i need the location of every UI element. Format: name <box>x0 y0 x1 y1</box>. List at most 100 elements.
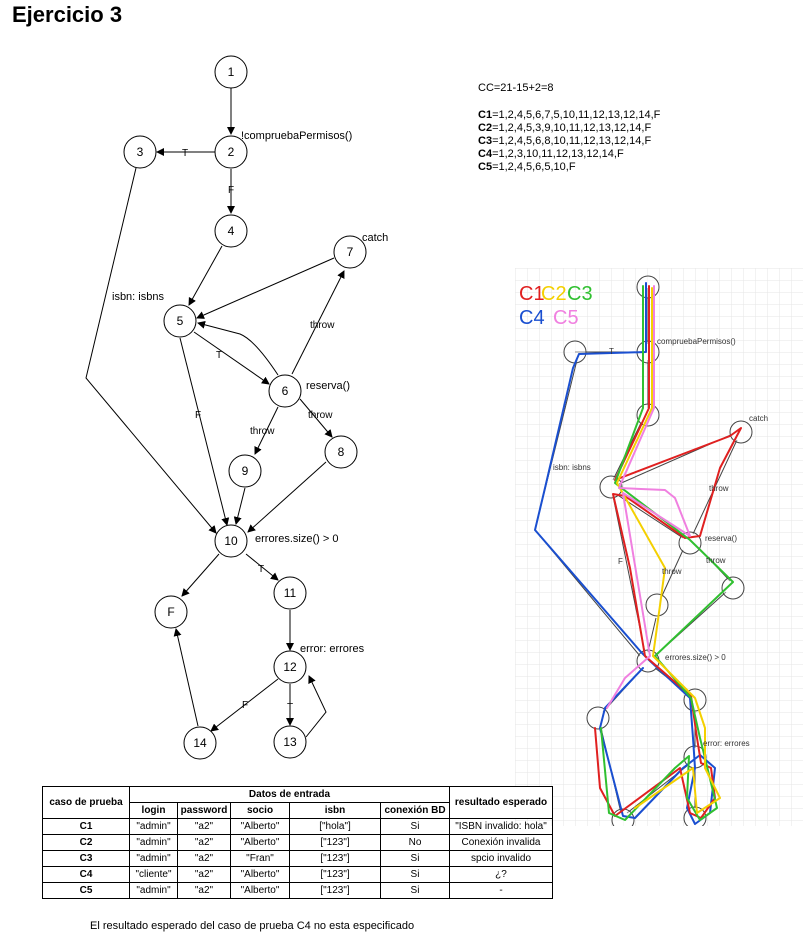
reserva-label: reserva() <box>306 380 350 392</box>
catch-label: catch <box>362 232 388 244</box>
cell-case: C2 <box>42 834 130 851</box>
legend-c3: C3 <box>567 283 593 305</box>
path-c4-value: =1,2,3,10,11,12,13,12,14,F <box>492 148 624 160</box>
edge-10-F <box>181 553 220 597</box>
sketch-error-label: error: errores <box>703 739 750 748</box>
path-c1-value: =1,2,4,5,6,7,5,10,11,12,13,12,14,F <box>492 109 661 121</box>
edge-10-11 <box>245 553 279 581</box>
node-4 <box>214 214 248 248</box>
cell-conexion: Si <box>380 850 450 867</box>
cell-login: "admin" <box>129 850 178 867</box>
cell-login: "cliente" <box>129 866 178 883</box>
cell-password: "a2" <box>177 866 231 883</box>
node-8-label: 8 <box>338 445 345 459</box>
edge-label-throw-6-7: throw <box>310 320 335 331</box>
path-c5-trace <box>606 285 691 709</box>
footnote: El resultado esperado del caso de prueba… <box>90 920 415 932</box>
edge-6-8 <box>299 398 333 438</box>
node-2 <box>214 135 248 169</box>
node-8 <box>324 435 358 469</box>
cell-login: "admin" <box>129 818 178 835</box>
col-login-header: login <box>129 802 178 819</box>
cell-isbn: ["123"] <box>289 866 381 883</box>
path-c3: C3=1,2,4,5,6,8,10,11,12,13,12,14,F <box>478 135 660 148</box>
cell-case: C3 <box>42 850 130 867</box>
edge-3-10 <box>85 167 217 534</box>
cyclomatic-complexity-block: CC=21-15+2=8 C1=1,2,4,5,6,7,5,10,11,12,1… <box>478 82 660 174</box>
cc-formula: CC=21-15+2=8 <box>478 82 554 94</box>
sketch-comprueba-label: compruebaPermisos() <box>657 337 736 346</box>
table-header-row: caso de prueba Datos de entrada resultad… <box>42 786 553 819</box>
edge-label-throw-6-8: throw <box>308 410 333 421</box>
col-inputs-header: Datos de entrada <box>129 786 450 803</box>
table-row: C3 "admin" "a2" "Fran" ["123"] Si spcio … <box>42 850 553 867</box>
node-4-label: 4 <box>228 224 235 238</box>
cell-case: C1 <box>42 818 130 835</box>
node-6 <box>268 374 302 408</box>
cell-isbn: ["hola"] <box>289 818 381 835</box>
cell-isbn: ["123"] <box>289 850 381 867</box>
cell-result: Conexión invalida <box>449 834 553 851</box>
node-12-label: 12 <box>283 660 297 674</box>
node-6-label: 6 <box>282 384 289 398</box>
path-c5-value: =1,2,4,5,6,5,10,F <box>492 161 576 173</box>
cell-case: C4 <box>42 866 130 883</box>
cell-socio: "Alberto" <box>230 834 290 851</box>
path-c1-trace <box>594 285 742 819</box>
node-2-label: 2 <box>228 145 235 159</box>
path-c5: C5=1,2,4,5,6,5,10,F <box>478 161 660 174</box>
node-10-label: 10 <box>224 534 238 548</box>
legend-c5: C5 <box>553 307 579 329</box>
node-12 <box>273 650 307 684</box>
sketch-reserva-label: reserva() <box>705 534 737 543</box>
cell-password: "a2" <box>177 882 231 899</box>
cell-conexion: No <box>380 834 450 851</box>
edge-6-9 <box>254 406 279 455</box>
error-label: error: errores <box>300 643 365 655</box>
cell-password: "a2" <box>177 850 231 867</box>
legend-c1: C1 <box>519 283 545 305</box>
cell-conexion: Si <box>380 882 450 899</box>
col-password-header: password <box>177 802 231 819</box>
test-cases-table: caso de prueba Datos de entrada resultad… <box>42 786 553 899</box>
node-13 <box>273 725 307 759</box>
edge-label-t-10-11: T <box>258 564 264 575</box>
node-14 <box>183 726 217 760</box>
sketch-t-label: T <box>609 347 614 356</box>
table-row: C4 "cliente" "a2" "Alberto" ["123"] Si ¿… <box>42 866 553 883</box>
path-c2-value: =1,2,4,5,3,9,10,11,12,13,12,14,F <box>492 122 652 134</box>
node-11 <box>273 576 307 610</box>
table-subheader-row: login password socio isbn conexión BD <box>43 802 553 819</box>
sketch-f-label: F <box>618 557 623 566</box>
node-13-label: 13 <box>283 735 297 749</box>
path-c3-name: C3 <box>478 135 493 147</box>
edge-6-5 <box>197 320 279 376</box>
edge-label-f-2-4: F <box>228 185 234 196</box>
cell-socio: "Alberto" <box>230 866 290 883</box>
node-5 <box>163 304 197 338</box>
path-c1-name: C1 <box>478 109 493 121</box>
edge-label-t-2-3: T <box>182 148 188 159</box>
edge-label-t-12-13: T <box>287 702 293 713</box>
cell-password: "a2" <box>177 834 231 851</box>
edge-14-F <box>173 628 199 727</box>
path-c2-name: C2 <box>478 122 493 134</box>
path-c3-value: =1,2,4,5,6,8,10,11,12,13,12,14,F <box>492 135 652 147</box>
edge-label-f-5-10: F <box>195 410 201 421</box>
cell-result: spcio invalido <box>449 850 553 867</box>
edge-label-f-12-14: F <box>242 700 248 711</box>
isbn-label: isbn: isbns <box>112 291 164 303</box>
cell-socio: "Fran" <box>230 850 290 867</box>
cell-isbn: ["123"] <box>289 882 381 899</box>
annotated-path-sketch: compruebaPermisos() catch throw isbn: is… <box>515 268 803 826</box>
node-14-label: 14 <box>193 736 207 750</box>
path-c5-name: C5 <box>478 161 493 173</box>
page-title: Ejercicio 3 <box>12 2 123 27</box>
col-socio-header: socio <box>230 802 290 819</box>
col-isbn-header: isbn <box>289 802 381 819</box>
col-case-header: caso de prueba <box>42 786 130 819</box>
sketch-errores-label: errores.size() > 0 <box>665 653 726 662</box>
path-c4: C4=1,2,3,10,11,12,13,12,14,F <box>478 148 660 161</box>
table-row: C1 "admin" "a2" "Alberto" ["hola"] Si "I… <box>42 818 553 835</box>
